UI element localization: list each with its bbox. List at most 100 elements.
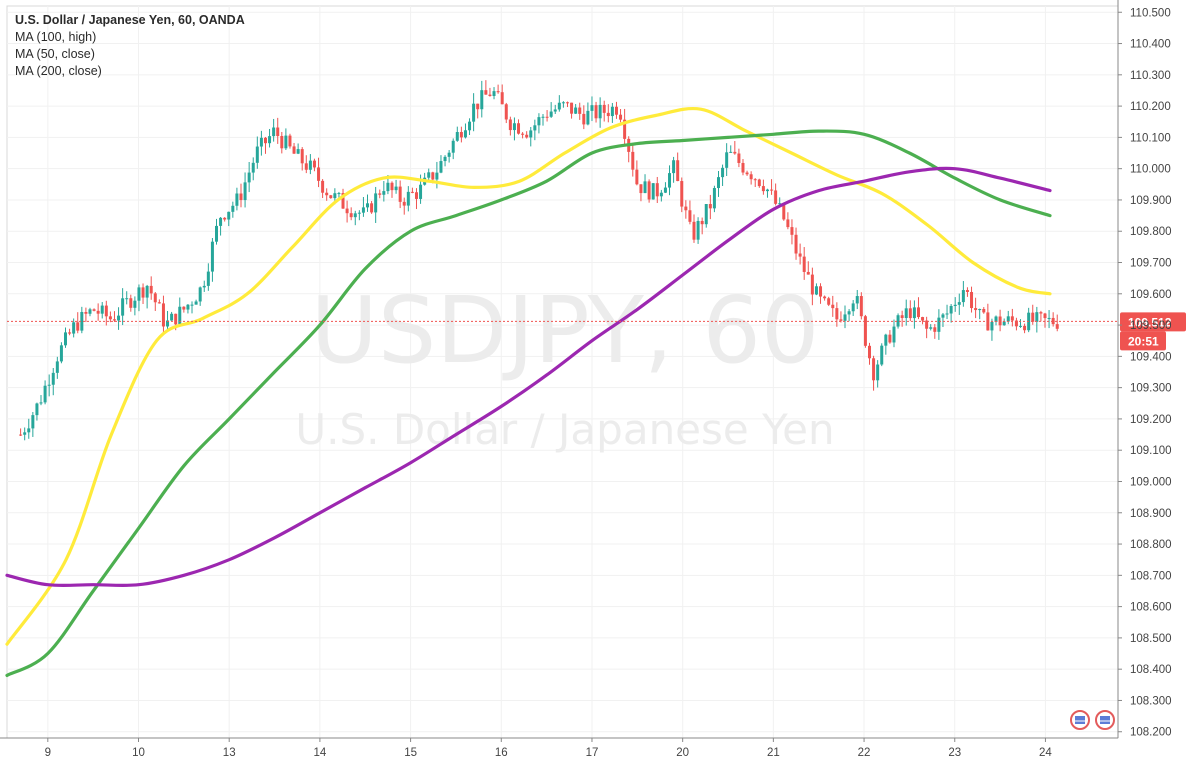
y-tick-label: 108.800 [1130,539,1172,551]
candle-body [859,296,863,317]
candle-body [594,105,598,119]
candle-body [537,117,541,126]
candle-body [1031,312,1035,322]
ma100-line[interactable] [5,106,1052,646]
candle-body [978,308,982,311]
candle-body [488,94,492,96]
candle-body [276,127,280,137]
candle-body [72,322,76,334]
candle-body [614,106,618,115]
candle-body [84,312,88,314]
candle-body [721,167,725,178]
candle-body [374,193,378,213]
watermark: USDJPY, 60 U.S. Dollar / Japanese Yen [295,277,834,454]
candle-body [43,385,47,403]
candle-body [259,137,263,147]
candle-body [55,361,59,373]
y-tick-label: 109.300 [1130,383,1172,395]
candle-body [823,296,827,299]
y-tick-label: 109.900 [1130,195,1172,207]
ma50-line[interactable] [5,129,1052,677]
moving-averages [5,106,1052,677]
candle-body [137,287,141,301]
candle-body [606,112,610,117]
candle-body [912,307,916,319]
chart-grid [6,5,1119,739]
candle-body [880,345,884,365]
candle-body [876,364,880,381]
candle-body [63,332,67,346]
candle-body [435,172,439,180]
y-tick-label: 108.400 [1130,664,1172,676]
indicator-ma200-label[interactable]: MA (200, close) [15,64,102,78]
candle-body [786,219,790,228]
flag-field [1100,716,1110,724]
candle-body [353,213,357,218]
candle-body [402,201,406,206]
candle-body [210,241,214,272]
candle-body [635,169,639,185]
candle-body [974,308,978,311]
candle-body [76,322,80,331]
candle-body [541,116,545,118]
candle-body [831,304,835,309]
candle-body [863,316,867,346]
candle-body [227,211,231,220]
candle-body [908,308,912,319]
candle-body [965,290,969,292]
chart-legend: U.S. Dollar / Japanese Yen, 60, OANDA MA… [15,12,245,80]
x-tick-label: 23 [948,747,961,759]
candle-body [349,213,353,218]
candle-body [655,183,659,197]
candle-body [782,203,786,220]
candle-body [215,225,219,242]
candle-body [463,130,467,138]
candle-body [51,372,55,385]
candle-body [945,313,949,315]
candle-body [1006,316,1010,322]
y-tick-label: 109.800 [1130,226,1172,238]
candle-body [659,192,663,197]
candle-body [223,217,227,220]
y-tick-label: 108.200 [1130,727,1172,739]
candle-body [88,309,92,314]
x-tick-label: 16 [495,747,508,759]
candle-body [451,140,455,153]
candle-body [251,162,255,173]
candle-body [892,326,896,343]
candle-body [688,210,692,222]
candle-body [255,146,259,163]
indicator-ma50-label[interactable]: MA (50, close) [15,47,95,61]
candle-body [778,203,782,205]
candle-body [476,103,480,110]
candle-body [157,302,161,304]
candle-body [957,302,961,305]
candle-body [900,315,904,319]
candle-body [268,136,272,144]
candle-body [280,136,284,149]
candle-body [141,287,145,298]
y-tick-label: 109.500 [1130,320,1172,332]
candle-body [810,274,814,295]
candle-body [129,298,133,308]
candle-body [806,271,810,275]
candle-body [161,303,165,327]
candle-body [206,271,210,286]
candle-body [925,320,929,329]
candle-body [190,304,194,306]
candle-body [716,177,720,189]
candle-body [472,103,476,122]
candle-body [712,188,716,209]
candle-body [921,317,925,321]
ma200-line[interactable] [5,166,1052,588]
candle-body [300,149,304,164]
candle-body [684,206,688,211]
candle-body [982,308,986,313]
indicator-ma100-label[interactable]: MA (100, high) [15,30,97,44]
candle-body [288,135,292,147]
y-tick-label: 110.300 [1130,70,1171,82]
candle-body [521,133,525,135]
x-tick-label: 24 [1039,747,1052,759]
candle-body [590,105,594,111]
